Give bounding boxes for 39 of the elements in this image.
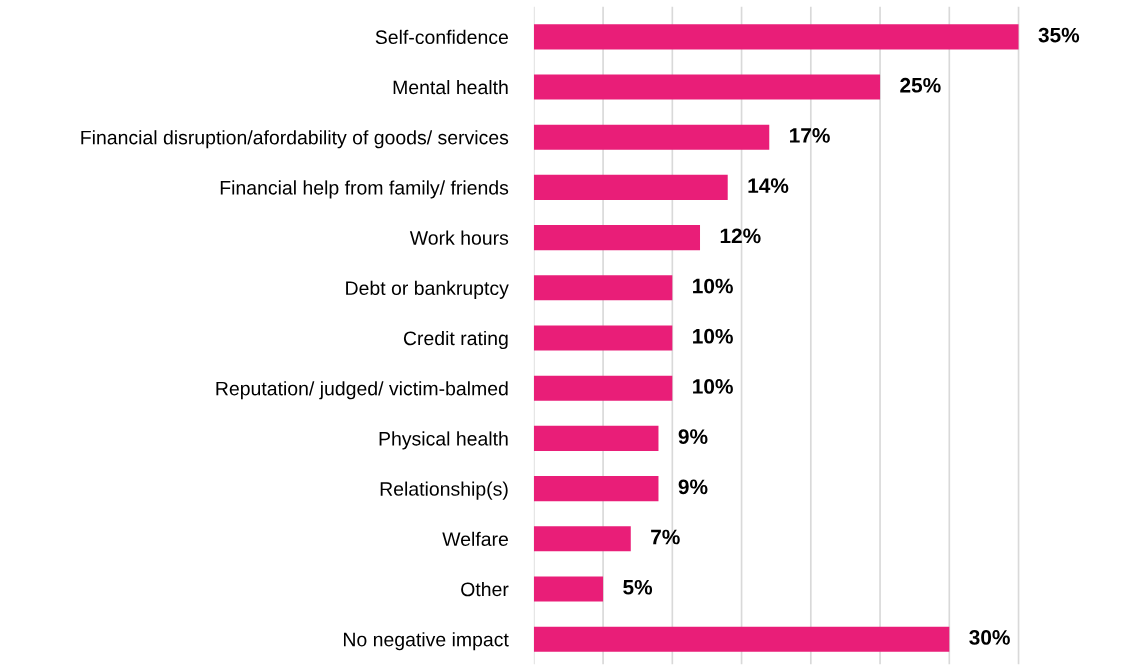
y-tick-label: Self-confidence xyxy=(375,29,508,45)
y-tick-label: Financial disruption/afordability of goods/ services xyxy=(81,130,509,149)
y-tick-label: Debt or bankruptcy xyxy=(346,280,509,299)
y-tick-label: Other xyxy=(461,581,509,597)
bar xyxy=(533,275,673,301)
bar xyxy=(533,476,659,502)
y-tick-label: No negative impact xyxy=(343,632,509,651)
data-label: 10% xyxy=(693,278,733,294)
y-tick-label: Physical health xyxy=(379,431,508,450)
bar xyxy=(533,375,673,401)
data-label: 9% xyxy=(678,479,708,495)
bar xyxy=(533,526,631,552)
bar xyxy=(533,626,950,652)
bar xyxy=(533,425,659,451)
data-label: 10% xyxy=(693,379,733,394)
y-tick-label: Reputation/ judged/ victim-balmed xyxy=(216,381,508,400)
data-label: 25% xyxy=(900,77,941,93)
data-label: 17% xyxy=(790,128,830,143)
data-label: 10% xyxy=(693,328,733,344)
data-label: 30% xyxy=(969,630,1010,645)
bar xyxy=(533,325,673,351)
y-tick-label: Relationship(s) xyxy=(380,481,508,500)
y-tick-label: Credit rating xyxy=(403,330,508,350)
bar xyxy=(533,576,604,602)
y-tick-label: Work hours xyxy=(409,230,509,245)
bar xyxy=(533,174,728,200)
bar xyxy=(533,124,770,150)
y-tick-label: Mental health xyxy=(393,79,508,95)
data-label: 12% xyxy=(720,228,761,244)
data-label: 5% xyxy=(623,579,653,595)
y-tick-label: Welfare xyxy=(442,531,508,547)
bar xyxy=(533,225,701,251)
data-label: 9% xyxy=(678,429,708,444)
data-label: 35% xyxy=(1038,27,1080,43)
data-label: 7% xyxy=(651,529,680,545)
bar xyxy=(533,24,1019,50)
y-tick-label: Financial help from family/ friends xyxy=(220,180,509,199)
data-label: 14% xyxy=(748,178,789,193)
bar xyxy=(533,74,881,100)
